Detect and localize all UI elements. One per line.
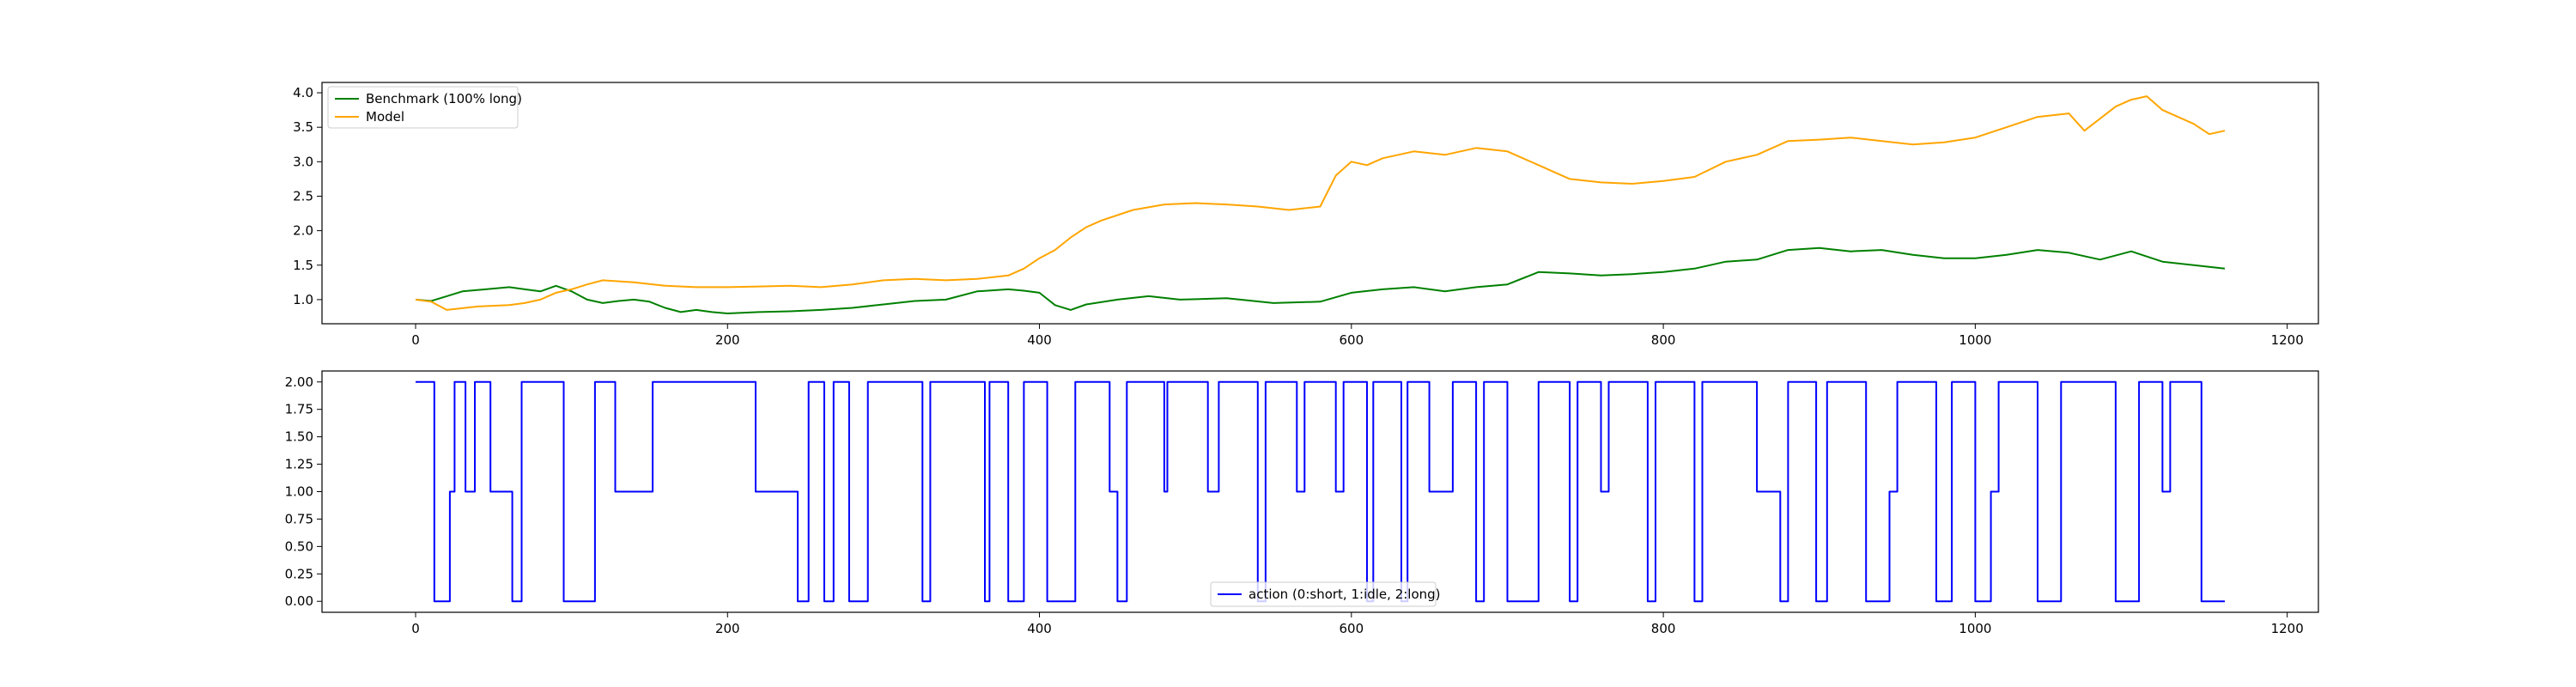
y-tick-label: 0.25 (285, 566, 313, 581)
x-tick-label: 800 (1651, 621, 1676, 636)
series-line-0-1 (415, 95, 2226, 311)
legend-bottom: action (0:short, 1:idle, 2:long) (1210, 581, 1441, 607)
y-tick-label: 1.50 (285, 429, 313, 445)
x-axis-top: 0 200 400 600 800 1000 1200 (411, 324, 2304, 348)
legend-box-top (327, 86, 519, 129)
y-tick-label: 1.75 (285, 402, 313, 417)
x-tick-label: 800 (1651, 332, 1676, 348)
legend-top: Benchmark (100% long) Model (327, 86, 522, 129)
y-tick-label: 3.0 (293, 154, 313, 169)
x-tick-label: 200 (715, 332, 740, 348)
series-line-1-0 (416, 380, 2225, 603)
legend-label-benchmark: Benchmark (100% long) (366, 91, 522, 106)
plot-frame-top (321, 82, 2319, 325)
x-tick-label: 200 (715, 621, 740, 636)
series-layer-bottom (416, 380, 2225, 603)
series-layer-top (415, 95, 2226, 314)
x-tick-label: 600 (1340, 621, 1364, 636)
y-tick-label: 2.0 (293, 223, 313, 239)
x-tick-label: 600 (1340, 332, 1364, 348)
y-tick-label: 1.0 (293, 292, 313, 307)
y-tick-label: 3.5 (293, 119, 313, 135)
x-tick-label: 1200 (2271, 621, 2304, 636)
y-tick-label: 2.5 (293, 188, 313, 204)
y-tick-label: 1.25 (285, 457, 313, 472)
legend-label-model: Model (366, 109, 404, 125)
y-tick-label: 2.00 (285, 374, 313, 390)
y-tick-label: 1.00 (285, 484, 313, 500)
x-tick-label: 1200 (2271, 332, 2304, 348)
legend-label-action: action (0:short, 1:idle, 2:long) (1249, 587, 1441, 602)
y-tick-label: 0.50 (285, 538, 313, 554)
series-line-0-0 (415, 246, 2226, 314)
y-axis-top: 1.0 1.5 2.0 2.5 3.0 3.5 4.0 (293, 85, 322, 307)
plot-area-top (322, 82, 2318, 324)
y-tick-label: 0.75 (285, 511, 313, 526)
x-tick-label: 1000 (1959, 332, 1991, 348)
x-tick-label: 400 (1027, 332, 1052, 348)
x-tick-label: 0 (411, 621, 420, 636)
x-tick-label: 1000 (1959, 621, 1991, 636)
legend-box-bottom (1210, 581, 1437, 607)
x-axis-bottom: 0 200 400 600 800 1000 1200 (411, 612, 2304, 636)
y-tick-label: 1.5 (293, 258, 313, 273)
y-tick-label: 0.00 (285, 593, 313, 609)
y-axis-bottom: 0.00 0.25 0.50 0.75 1.00 1.25 1.50 1.75 2.00 (285, 374, 322, 609)
plot-area-bottom (322, 371, 2318, 612)
y-tick-label: 4.0 (293, 85, 313, 100)
action-panel: 0 200 400 600 800 1000 1200 0.00 0.25 0.50 0.75 1.… (285, 370, 2319, 636)
x-tick-label: 400 (1027, 621, 1052, 636)
equity-curve-panel: 0 200 400 600 800 1000 1200 1.0 1.5 2.0 2.5 3.0 3.5… (293, 82, 2319, 348)
x-tick-label: 0 (411, 332, 420, 348)
